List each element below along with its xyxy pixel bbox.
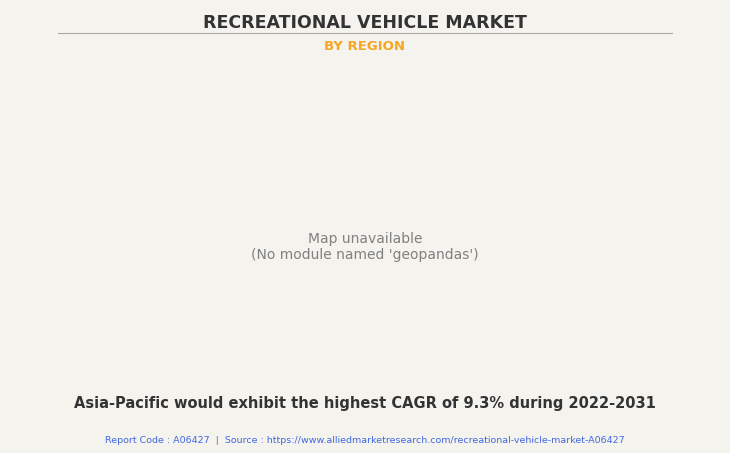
Text: Report Code : A06427  |  Source : https://www.alliedmarketresearch.com/recreatio: Report Code : A06427 | Source : https://…	[105, 436, 625, 445]
Text: Map unavailable
(No module named 'geopandas'): Map unavailable (No module named 'geopan…	[251, 232, 479, 262]
Text: Asia-Pacific would exhibit the highest CAGR of 9.3% during 2022-2031: Asia-Pacific would exhibit the highest C…	[74, 396, 656, 411]
Text: RECREATIONAL VEHICLE MARKET: RECREATIONAL VEHICLE MARKET	[203, 14, 527, 33]
Text: BY REGION: BY REGION	[325, 40, 405, 53]
